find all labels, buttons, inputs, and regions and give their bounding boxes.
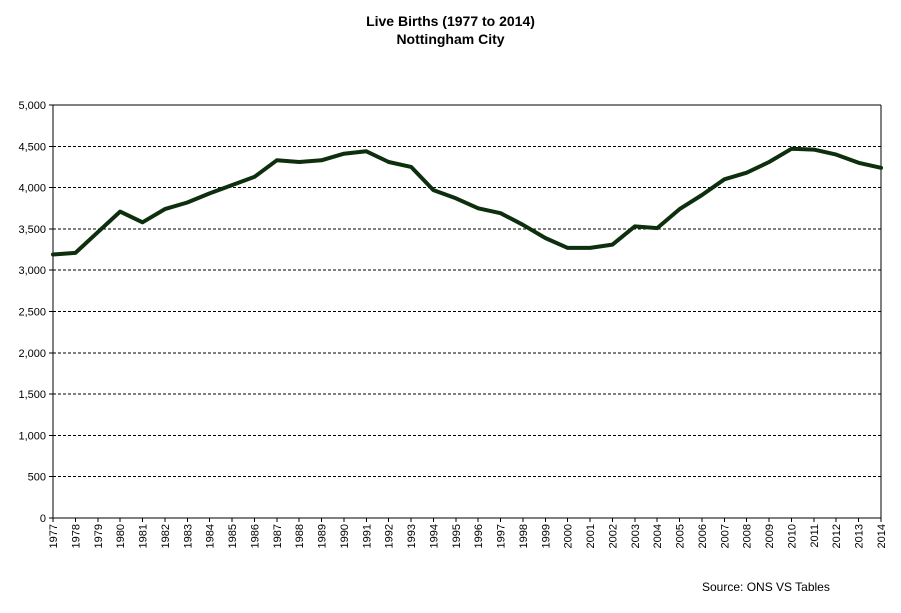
y-tick-label: 4,500 [18, 141, 46, 153]
chart-subtitle: Nottingham City [396, 31, 505, 47]
x-tick-label: 1995 [451, 524, 463, 548]
x-tick-label: 1985 [227, 524, 239, 548]
y-tick-label: 500 [28, 472, 46, 484]
x-tick-label: 1999 [540, 524, 552, 548]
x-tick-label: 2004 [652, 524, 664, 548]
x-tick-label: 2011 [809, 524, 821, 548]
x-tick-label: 2005 [675, 524, 687, 548]
x-tick-label: 2006 [697, 524, 709, 548]
y-tick-label: 1,000 [18, 430, 46, 442]
x-tick-label: 2010 [786, 524, 798, 548]
x-tick-label: 1986 [249, 524, 261, 548]
series-line-births [51, 146, 883, 257]
x-tick-label: 1992 [384, 524, 396, 548]
x-tick-label: 1991 [361, 524, 373, 548]
x-tick-label: 2013 [854, 524, 866, 548]
x-tick-label: 1983 [182, 524, 194, 548]
x-tick-label: 1998 [518, 524, 530, 548]
x-tick-label: 1988 [294, 524, 306, 548]
x-tick-label: 1989 [317, 524, 329, 548]
x-tick-label: 2009 [764, 524, 776, 548]
x-tick-label: 2008 [742, 524, 754, 548]
x-tick-label: 1978 [70, 524, 82, 548]
y-tick-label: 2,000 [18, 348, 46, 360]
x-tick-label: 1994 [428, 524, 440, 548]
x-tick-label: 2003 [630, 524, 642, 548]
x-tick-label: 1979 [93, 524, 105, 548]
x-tick-label: 1987 [272, 524, 284, 548]
x-tick-label: 1996 [473, 524, 485, 548]
chart-title: Live Births (1977 to 2014) [366, 13, 535, 29]
x-tick-label: 2014 [876, 524, 888, 548]
y-tick-label: 0 [40, 513, 46, 525]
x-tick-label: 2007 [719, 524, 731, 548]
x-tick-label: 1982 [160, 524, 172, 548]
x-tick-label: 1977 [48, 524, 60, 548]
x-tick-label: 1980 [115, 524, 127, 548]
x-tick-label: 1993 [406, 524, 418, 548]
x-tick-label: 2001 [585, 524, 597, 548]
x-tick-label: 1981 [138, 524, 150, 548]
x-tick-label: 1984 [205, 524, 217, 548]
y-tick-label: 3,500 [18, 224, 46, 236]
x-tick-label: 2000 [563, 524, 575, 548]
x-tick-label: 1997 [496, 524, 508, 548]
y-tick-label: 1,500 [18, 389, 46, 401]
y-tick-label: 3,000 [18, 265, 46, 277]
y-tick-label: 5,000 [18, 100, 46, 112]
x-tick-label: 2002 [607, 524, 619, 548]
y-tick-label: 4,000 [18, 183, 46, 195]
x-tick-label: 1990 [339, 524, 351, 548]
source-note: Source: ONS VS Tables [702, 580, 830, 594]
x-tick-label: 2012 [831, 524, 843, 548]
y-tick-label: 2,500 [18, 307, 46, 319]
